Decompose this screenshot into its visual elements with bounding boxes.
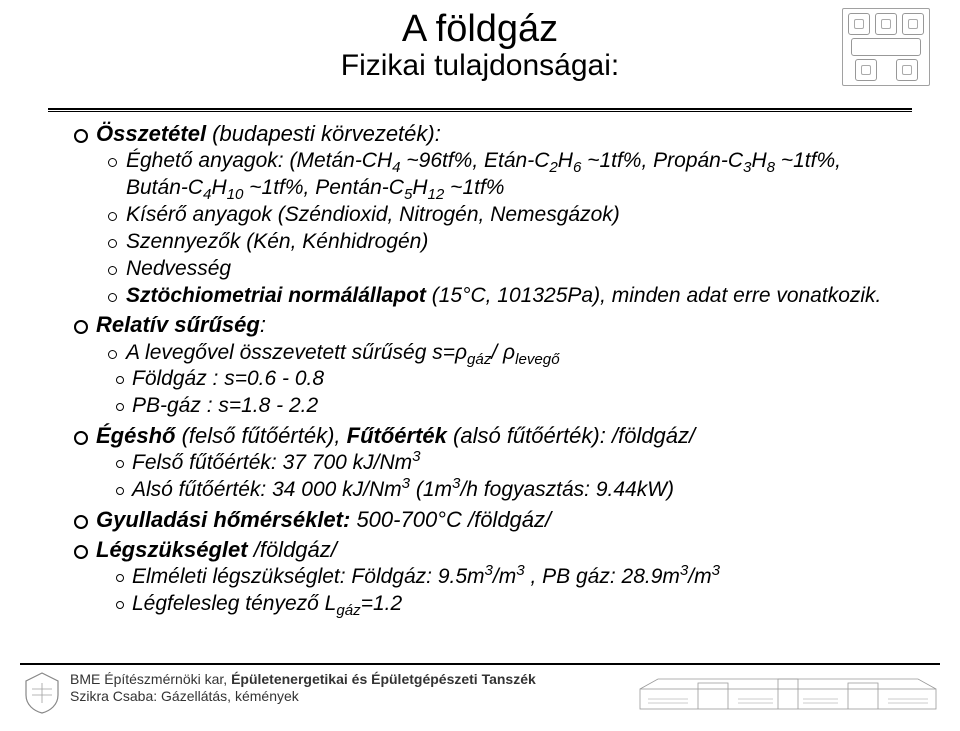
- item-eghetok: Éghető anyagok: (Metán-CH4 ~96tf%, Etán-…: [96, 148, 900, 202]
- item-nedvesseg: Nedvesség: [96, 256, 900, 283]
- footer-line1: BME Építészmérnöki kar, Épületenergetika…: [70, 671, 536, 688]
- item-relsur-foldgaz: Földgáz : s=0.6 - 0.8: [96, 366, 900, 393]
- item-szennyezok: Szennyezők (Kén, Kénhidrogén): [96, 229, 900, 256]
- footer: BME Építészmérnöki kar, Épületenergetika…: [0, 663, 960, 723]
- item-relsur-def: A levegővel összevetett sűrűség s=ρgáz/ …: [96, 340, 900, 367]
- bme-crest-icon: [22, 671, 62, 715]
- item-osszetetel: Összetétel (budapesti körvezeték): Éghet…: [70, 120, 900, 309]
- building-sketch-icon: [638, 673, 938, 711]
- title-divider: [48, 108, 912, 110]
- corner-diagram-icon: [842, 8, 930, 86]
- item-relsur-pbgaz: PB-gáz : s=1.8 - 2.2: [96, 393, 900, 420]
- content-area: Összetétel (budapesti körvezeték): Éghet…: [70, 120, 900, 620]
- item-legfelesleg: Légfelesleg tényező Lgáz=1.2: [96, 591, 900, 618]
- slide-title: A földgáz: [0, 8, 960, 51]
- item-elmeleti: Elméleti légszükséglet: Földgáz: 9.5m3/m…: [96, 564, 900, 591]
- item-also: Alsó fűtőérték: 34 000 kJ/Nm3 (1m3/h fog…: [96, 477, 900, 504]
- item-gyull: Gyulladási hőmérséklet: 500-700°C /földg…: [70, 506, 900, 534]
- item-relsur: Relatív sűrűség: A levegővel összevetett…: [70, 311, 900, 420]
- footer-line2: Szikra Csaba: Gázellátás, kémények: [70, 688, 536, 705]
- item-egesho: Égéshő (felső fűtőérték), Fűtőérték (als…: [70, 422, 900, 504]
- item-sztoch: Sztöchiometriai normálállapot (15°C, 101…: [96, 283, 900, 310]
- slide-subtitle: Fizikai tulajdonságai:: [0, 49, 960, 83]
- footer-divider: [20, 663, 940, 665]
- item-kisero: Kísérő anyagok (Széndioxid, Nitrogén, Ne…: [96, 202, 900, 229]
- item-legszuk: Légszükséglet /földgáz/ Elméleti légszük…: [70, 536, 900, 618]
- item-felso: Felső fűtőérték: 37 700 kJ/Nm3: [96, 450, 900, 477]
- title-divider-thin: [48, 111, 912, 112]
